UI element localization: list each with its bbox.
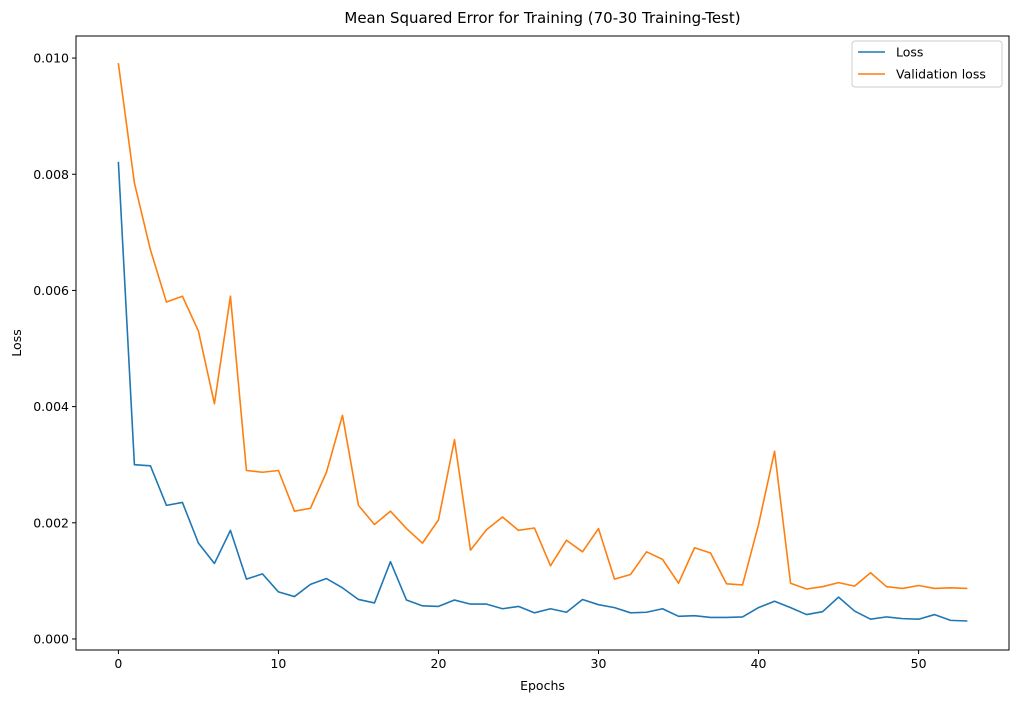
x-tick-label: 50 (911, 656, 927, 671)
y-tick-label: 0.002 (33, 515, 69, 530)
x-tick-label: 40 (751, 656, 767, 671)
plot-area (117, 62, 968, 622)
legend: Loss Validation loss (851, 40, 1003, 88)
chart-title: Mean Squared Error for Training (70-30 T… (344, 9, 740, 27)
y-tick-label: 0.004 (33, 399, 69, 414)
x-tick-label: 10 (270, 656, 286, 671)
y-axis-label: Loss (9, 329, 24, 356)
y-tick-label: 0.008 (33, 167, 69, 182)
axes: 0 10 20 30 40 50 0.000 0.002 0.004 0.006 0.008 0.01… (33, 35, 1010, 671)
y-tick-label: 0.000 (33, 631, 69, 646)
legend-label-1: Validation loss (896, 67, 986, 82)
x-tick-label: 0 (114, 656, 122, 671)
series-line-0 (117, 161, 968, 622)
x-tick-label: 30 (591, 656, 607, 671)
legend-label-0: Loss (896, 45, 923, 60)
x-tick-label: 20 (431, 656, 447, 671)
x-axis-label: Epochs (520, 678, 565, 693)
series-line-1 (117, 62, 968, 590)
legend-box (851, 40, 1003, 88)
axes-frame (75, 35, 1010, 651)
y-tick-label: 0.010 (33, 51, 69, 66)
y-tick-label: 0.006 (33, 283, 69, 298)
